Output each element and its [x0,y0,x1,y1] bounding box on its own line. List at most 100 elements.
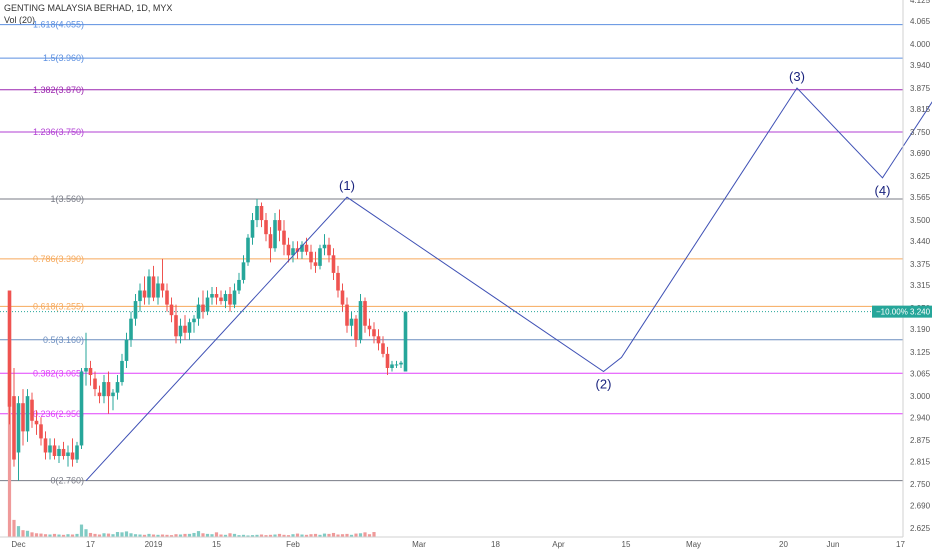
volume-bar [142,534,147,537]
volume-bar [201,533,205,537]
candle-body [345,304,349,326]
volume-bar [295,533,300,537]
price-tick-label: 2.625 [910,524,931,533]
price-tick-label: 3.565 [910,193,931,202]
candle-body [178,325,183,337]
candle-body [34,420,39,425]
candle-body [268,234,273,249]
volume-bar [363,532,367,537]
price-tick-label: 2.940 [910,413,931,422]
candle-body [25,396,30,432]
candle-body [70,452,75,460]
volume-bar [138,534,142,537]
candle-body [111,392,115,397]
elliott-wave: (1)(2)(3)(4)(5) [85,69,932,481]
wave-label: (4) [875,183,891,198]
volume-bar [151,534,156,537]
price-tick-label: 4.000 [910,40,931,49]
candle-body [358,301,363,340]
volume-bar [66,534,70,537]
volume-bar [358,533,363,537]
candle-body [43,438,48,453]
candle-body [187,322,192,333]
candle-body [250,220,255,238]
volume-bar [93,533,97,537]
candle-body [331,255,336,273]
candles [7,198,408,481]
candle-body [223,294,228,302]
time-tick-label: 2019 [145,540,163,549]
volume-bar [97,534,102,537]
volume-bar [178,534,183,537]
volume-bar [43,534,48,537]
volume-bar [61,534,66,537]
volume-bar [174,534,178,537]
candle-body [232,290,237,305]
fib-level-label: 0.382(3.065) [33,368,84,378]
chart-title: GENTING MALAYSIA BERHAD, 1D, MYX [4,3,173,13]
volume-bar [183,533,187,537]
volume-bar [268,534,273,537]
candle-body [273,220,277,249]
volume-bar [39,533,43,537]
candle-body [201,304,205,312]
price-tick-label: 3.500 [910,216,931,225]
volume-bar [25,530,30,537]
candle-body [39,424,43,439]
candle-body [57,448,61,457]
volume-bar [57,534,61,537]
candle-body [228,294,232,305]
candle-body [313,262,318,266]
volume-bar [192,532,196,537]
candle-body [327,244,331,256]
price-tick-label: 3.190 [910,325,931,334]
price-tick-label: 2.690 [910,501,931,510]
volume-bar [322,533,327,537]
volume-bar [250,535,255,537]
candle-body [340,290,345,305]
volume-bar [205,533,210,537]
candle-body [286,244,291,256]
volume-bar [214,532,219,537]
candle-body [84,367,88,372]
volume-bar [300,534,304,537]
volume-bar [336,534,340,537]
elliott-wave-line [85,87,932,481]
wave-label: (2) [596,376,612,391]
candle-body [318,248,322,266]
candle-body [88,367,93,376]
fib-level-label: 0.5(3.160) [43,335,84,345]
candle-body [124,339,129,361]
candle-body [21,403,25,432]
fib-level-label: 1.382(3.870) [33,85,84,95]
fib-level-label: 0(2.760) [50,476,84,486]
volume-bar [277,533,282,537]
time-tick-label: Dec [11,540,25,549]
candle-body [102,382,106,397]
time-tick-label: Mar [412,540,426,549]
fib-level-label: 0.236(2.950) [33,409,84,419]
candle-body [367,325,372,330]
volume-bar [21,530,25,537]
candle-body [322,244,327,249]
volume-bar [331,532,336,537]
candle-body [165,290,169,305]
current-price-label: −10.00% 3.240 [876,308,931,317]
price-tick-label: 2.875 [910,436,931,445]
volume-bar [241,534,246,537]
candle-body [241,262,246,280]
candle-body [129,318,133,340]
candle-body [264,220,268,235]
volume-bar [313,533,318,537]
volume-bar [147,533,151,537]
volume-bar [133,534,138,537]
price-tick-label: 3.815 [910,105,931,114]
candle-body [16,403,21,453]
volume-bar [223,534,228,537]
candle-body [93,378,97,390]
volume-bar [48,534,52,537]
candle-body [142,290,147,298]
volume-bar [282,534,286,537]
current-price-tag [872,305,932,318]
